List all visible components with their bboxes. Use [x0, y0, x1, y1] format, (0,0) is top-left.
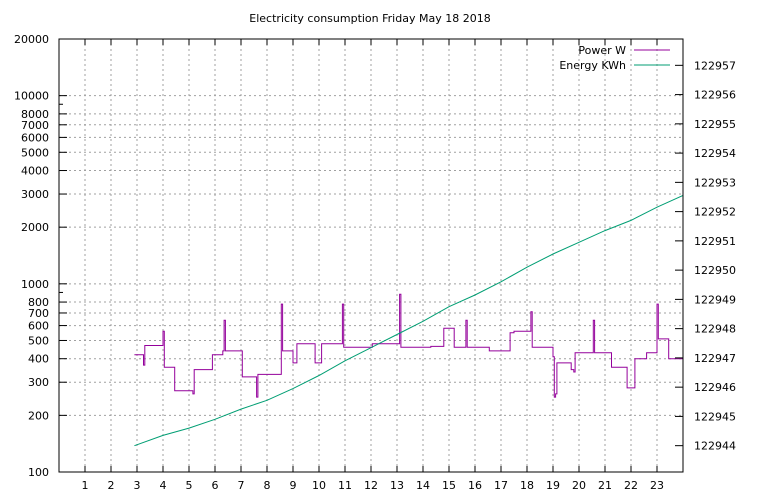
legend-label: Energy KWh	[559, 59, 626, 72]
y-left-tick-label: 800	[28, 296, 49, 309]
x-tick-label: 7	[238, 479, 245, 492]
y-right-tick-label: 122957	[694, 59, 736, 72]
x-tick-label: 9	[290, 479, 297, 492]
y-right-tick-label: 122954	[694, 147, 736, 160]
y-right-tick-label: 122947	[694, 352, 736, 365]
x-tick-label: 8	[264, 479, 271, 492]
x-tick-label: 5	[186, 479, 193, 492]
x-tick-label: 18	[520, 479, 534, 492]
y-left-tick-label: 2000	[21, 221, 49, 234]
legend-label: Power W	[578, 44, 626, 57]
x-tick-label: 17	[494, 479, 508, 492]
x-tick-label: 2	[108, 479, 115, 492]
y-left-tick-label: 200	[28, 409, 49, 422]
x-tick-label: 14	[416, 479, 430, 492]
y-right-tick-label: 122946	[694, 381, 736, 394]
y-left-tick-label: 600	[28, 320, 49, 333]
y-left-tick-label: 4000	[21, 165, 49, 178]
y-left-tick-label: 20000	[14, 33, 49, 46]
x-tick-label: 4	[160, 479, 167, 492]
y-axis-right: 122944 122945 122946 122947 122948 122949 1229…	[675, 59, 736, 453]
x-tick-label: 3	[134, 479, 141, 492]
x-tick-label: 10	[312, 479, 326, 492]
x-tick-label: 6	[212, 479, 219, 492]
y-left-tick-label: 500	[28, 334, 49, 347]
y-left-tick-label: 100	[28, 466, 49, 479]
y-left-tick-label: 700	[28, 307, 49, 320]
y-left-tick-label: 7000	[21, 119, 49, 132]
y-left-tick-label: 300	[28, 376, 49, 389]
x-tick-label: 21	[598, 479, 612, 492]
y-left-tick-label: 10000	[14, 90, 49, 103]
x-axis: 1 2 3 4 5 6 7 8 9 10 11 12 13 14 15 16 17 18 19 20 21 22 23	[82, 39, 664, 492]
y-right-tick-label: 122951	[694, 235, 736, 248]
chart-title: Electricity consumption Friday May 18 20…	[249, 12, 490, 25]
y-right-tick-label: 122950	[694, 264, 736, 277]
y-left-tick-label: 400	[28, 353, 49, 366]
y-right-tick-label: 122956	[694, 89, 736, 102]
y-right-tick-label: 122949	[694, 293, 736, 306]
x-tick-label: 20	[572, 479, 586, 492]
plot-area	[134, 195, 683, 447]
x-tick-label: 12	[364, 479, 378, 492]
y-left-tick-label: 1000	[21, 278, 49, 291]
series-line-power	[134, 293, 683, 398]
x-tick-label: 16	[468, 479, 482, 492]
x-tick-label: 1	[82, 479, 89, 492]
y-right-tick-label: 122955	[694, 118, 736, 131]
y-right-tick-label: 122945	[694, 410, 736, 423]
x-tick-label: 15	[442, 479, 456, 492]
x-tick-label: 22	[624, 479, 638, 492]
y-right-tick-label: 122952	[694, 206, 736, 219]
series-line-energy	[134, 195, 683, 447]
y-right-tick-label: 122953	[694, 176, 736, 189]
grid	[59, 39, 683, 472]
x-tick-label: 19	[546, 479, 560, 492]
x-tick-label: 13	[390, 479, 404, 492]
y-right-tick-label: 122944	[694, 440, 736, 453]
y-left-tick-label: 6000	[21, 131, 49, 144]
y-left-tick-label: 3000	[21, 188, 49, 201]
y-left-tick-label: 8000	[21, 108, 49, 121]
x-tick-label: 23	[650, 479, 664, 492]
legend: Power W Energy KWh	[559, 44, 670, 72]
x-tick-label: 11	[338, 479, 352, 492]
y-right-tick-label: 122948	[694, 323, 736, 336]
y-left-tick-label: 5000	[21, 146, 49, 159]
